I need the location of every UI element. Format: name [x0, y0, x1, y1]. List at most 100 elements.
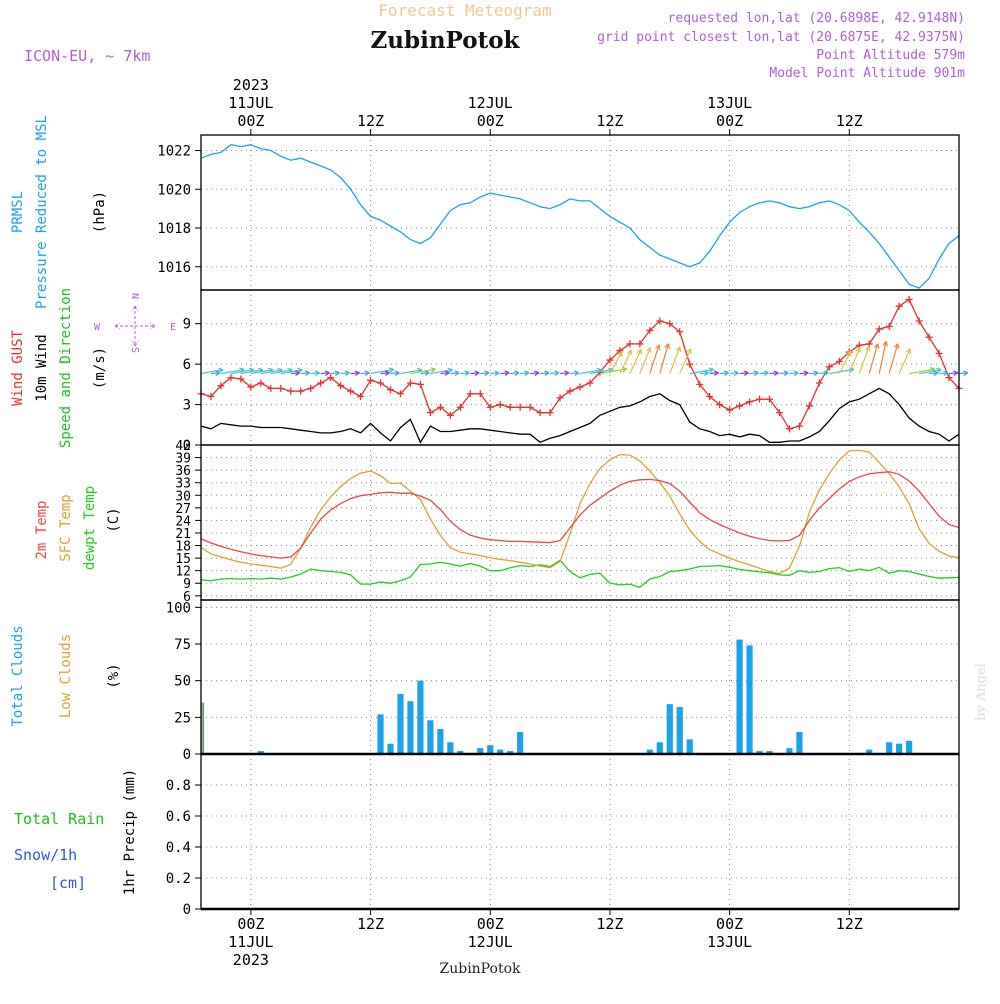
pressure-label-prmsl: PRMSL	[10, 191, 26, 233]
wind-arrow	[609, 351, 623, 374]
wind-arrow	[868, 343, 879, 374]
wind-arrowhead	[753, 370, 759, 376]
wind-arrow	[380, 372, 390, 375]
wind-arrowhead	[963, 370, 969, 376]
gust-marker	[626, 340, 634, 348]
wind-arrow	[799, 372, 809, 375]
wind-arrow	[430, 369, 453, 375]
y-tick-label: 0	[183, 902, 191, 918]
y-tick-label: 9	[183, 577, 191, 592]
gust-marker	[357, 392, 365, 400]
wind-arrowhead	[703, 370, 709, 376]
y-tick-label: 0	[183, 747, 191, 763]
gust-marker	[546, 409, 554, 417]
precip-label-rain: Total Rain	[14, 810, 104, 828]
point-altitude: Point Altitude 579m	[816, 48, 965, 63]
y-tick-label: 50	[174, 674, 191, 690]
gust-marker	[307, 384, 315, 392]
footer-location: ZubinPotok	[439, 961, 521, 977]
wind-arrow	[480, 372, 490, 375]
wind-arrowhead	[534, 370, 540, 376]
wind-label-speed: Speed and Direction	[58, 288, 74, 448]
wind-arrow	[460, 372, 470, 375]
gust-marker	[317, 379, 325, 387]
credit-label: by Angel	[974, 663, 989, 721]
gust-marker	[387, 386, 394, 394]
low-cloud-bar	[201, 702, 203, 754]
wind-arrowhead	[713, 370, 719, 376]
wind-arrowhead	[823, 370, 829, 376]
total-cloud-bar	[896, 743, 903, 754]
gust-marker	[476, 390, 484, 398]
total-cloud-bar	[407, 701, 414, 754]
gust-marker	[436, 403, 444, 411]
pressure-panel: 1016 1018 1020 1022	[157, 144, 960, 289]
wind-arrowhead	[464, 370, 470, 376]
wind-arrowhead	[803, 370, 809, 376]
wind-arrow	[669, 346, 681, 374]
gust-marker	[237, 375, 245, 383]
wind-arrow	[878, 341, 887, 374]
gust-marker	[297, 387, 305, 395]
wind-arrowhead	[723, 370, 729, 376]
wind-arrowhead	[675, 346, 682, 352]
wind-arrow	[709, 372, 719, 375]
total-cloud-bar	[417, 680, 424, 754]
y-tick-label: 0.8	[166, 778, 191, 794]
gust-marker	[516, 403, 524, 411]
total-cloud-bar	[866, 749, 873, 754]
pressure-label-msl: Pressure Reduced to MSL	[34, 115, 50, 309]
top-time-label: 00Z	[477, 112, 504, 130]
wind-arrow	[639, 347, 651, 374]
gust-marker	[696, 380, 704, 388]
precip-label-cm: [cm]	[50, 874, 86, 892]
panel-frame-wind	[200, 289, 960, 446]
wind-arrow	[450, 372, 460, 375]
wind-arrow	[619, 349, 632, 374]
gust-marker	[815, 379, 823, 387]
compass-e: E	[170, 322, 176, 333]
total-cloud-bar	[736, 639, 743, 754]
gust-marker	[726, 406, 734, 414]
y-tick-label: 1016	[157, 260, 191, 276]
gust-marker	[835, 357, 843, 365]
y-tick-label: 1022	[157, 144, 191, 160]
wind-arrow	[888, 343, 899, 374]
wind-arrow	[958, 372, 969, 375]
cloud-unit: (%)	[106, 663, 122, 688]
wind-arrowhead	[314, 370, 320, 376]
wind-arrow	[939, 372, 949, 375]
wind-arrowhead	[813, 370, 819, 376]
wind-arrowhead	[893, 343, 900, 349]
total-cloud-bar	[507, 751, 514, 754]
y-tick-label: 0.4	[166, 840, 191, 856]
top-time-label: 2023	[233, 76, 269, 94]
y-tick-label: 75	[174, 637, 191, 653]
wind-arrow	[400, 369, 423, 375]
panel-frames	[200, 134, 960, 911]
gust-marker	[746, 398, 754, 406]
compass-w: W	[94, 322, 101, 333]
wind-arrow	[290, 372, 300, 375]
wind-arrow	[560, 372, 570, 375]
wind-arrow	[320, 372, 330, 375]
wind-arrow	[769, 372, 779, 375]
top-time-label: 12Z	[596, 112, 623, 130]
gust-marker	[287, 387, 295, 395]
wind-arrow	[250, 369, 274, 375]
wind-arrow	[729, 372, 739, 375]
wind-arrow	[200, 369, 224, 375]
panel-frame-temperature	[200, 444, 960, 601]
wind-arrowhead	[504, 370, 510, 376]
y-tick-label: 18	[175, 540, 191, 555]
total-cloud-bar	[766, 751, 773, 754]
wind-arrowhead	[430, 367, 436, 373]
wind-arrow	[579, 369, 602, 375]
pressure-line	[200, 144, 960, 289]
gust-marker	[506, 403, 514, 411]
y-tick-label: 27	[175, 502, 191, 517]
wind-arrowhead	[783, 370, 789, 376]
gust-marker	[526, 403, 534, 411]
